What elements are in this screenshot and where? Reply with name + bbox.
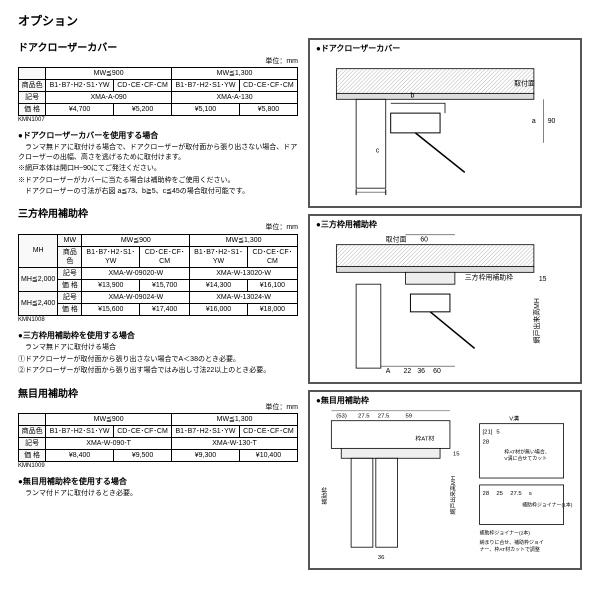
page-title: オプション [18, 14, 582, 30]
note-1-0: ランマ無ドアに取付ける場合 [18, 343, 298, 352]
section-title-1: 三方枠用補助枠 [18, 208, 298, 221]
bullet-0: ●ドアクローザーカバーを使用する場合 [18, 131, 298, 141]
svg-text:三方枠用補助枠: 三方枠用補助枠 [465, 272, 513, 281]
svg-text:25: 25 [496, 490, 503, 496]
fig-label-2: ●無目用補助枠 [316, 396, 369, 406]
code-0: KMN1007 [18, 117, 298, 125]
svg-text:27.5: 27.5 [378, 413, 390, 419]
svg-text:a: a [532, 118, 536, 125]
right-column: ●ドアクローザーカバー 取付面 90 a b c ●三方枠用補助枠 取付面 60… [308, 38, 582, 576]
svg-text:b: b [410, 92, 414, 99]
section-three-frame: 三方枠用補助枠 単位：mm MHMWMW≦900MW≦1,300 商品色B1･B… [18, 208, 298, 375]
svg-text:5: 5 [529, 490, 532, 496]
svg-text:c: c [376, 147, 380, 154]
table-door-closer: MW≦900MW≦1,300 商品色B1･B7･H2･S1･YWCD･CE･CF… [18, 67, 298, 116]
svg-text:ナー、枠AT材カットで調整: ナー、枠AT材カットで調整 [480, 546, 540, 553]
svg-text:(53): (53) [336, 413, 347, 419]
svg-text:V溝: V溝 [509, 414, 519, 422]
bullet-1: ●三方枠用補助枠を使用する場合 [18, 331, 298, 341]
svg-text:補助枠ジョイナー(2本): 補助枠ジョイナー(2本) [480, 529, 531, 536]
svg-text:15: 15 [539, 276, 547, 283]
note-2-0: ランマ付ドアに取付けるとき必要。 [18, 489, 298, 498]
figure-three-frame: ●三方枠用補助枠 取付面 60 三方枠用補助枠 15 網戸出来高MH 22 36… [308, 214, 582, 384]
svg-text:網戸出来高MH: 網戸出来高MH [449, 475, 457, 514]
svg-text:36: 36 [417, 368, 425, 375]
note-0-1: ※網戸本体は開口H−90にてご発注ください。 [18, 164, 298, 173]
figure-door-closer: ●ドアクローザーカバー 取付面 90 a b c [308, 38, 582, 208]
svg-text:[21]: [21] [483, 429, 493, 435]
svg-text:取付面: 取付面 [514, 78, 535, 87]
svg-text:27.5: 27.5 [510, 490, 522, 496]
note-0-0: ランマ無ドアに取付ける場合で、ドアクローザーが取付面から張り出さない場合、ドアク… [18, 143, 298, 162]
svg-text:枠AT材: 枠AT材 [415, 434, 434, 442]
svg-text:22: 22 [404, 368, 412, 375]
table-mume: MW≦900MW≦1,300 商品色B1･B7･H2･S1･YWCD･CE･CF… [18, 413, 298, 462]
unit-1: 単位：mm [18, 223, 298, 232]
note-1-2: ②ドアクローザーが取付面から張り出す場合ではみ出し寸法22以上のとき必要。 [18, 366, 298, 375]
svg-text:59: 59 [405, 413, 412, 419]
svg-text:28: 28 [483, 439, 490, 445]
svg-text:5: 5 [496, 429, 500, 435]
svg-text:90: 90 [548, 118, 556, 125]
svg-text:60: 60 [433, 368, 441, 375]
fig-label-0: ●ドアクローザーカバー [316, 44, 400, 54]
svg-text:28: 28 [483, 490, 490, 496]
left-column: ドアクローザーカバー 単位：mm MW≦900MW≦1,300 商品色B1･B7… [18, 38, 298, 576]
fig-label-1: ●三方枠用補助枠 [316, 220, 377, 230]
svg-text:納まりに合せ、補助枠ジョイ: 納まりに合せ、補助枠ジョイ [480, 539, 544, 546]
note-0-2: ※ドアクローザーがカバーに当たる場合は補助枠をご使用ください。 [18, 176, 298, 185]
svg-text:補助枠: 補助枠 [320, 486, 328, 504]
section-door-closer: ドアクローザーカバー 単位：mm MW≦900MW≦1,300 商品色B1･B7… [18, 42, 298, 197]
svg-text:15: 15 [453, 451, 460, 457]
bullet-2: ●無目用補助枠を使用する場合 [18, 477, 298, 487]
note-1-1: ①ドアクローザーが取付面から張り出さない場合でA＜38のとき必要。 [18, 355, 298, 364]
svg-text:V溝に合せてカット: V溝に合せてカット [504, 455, 547, 462]
svg-text:網戸出来高MH: 網戸出来高MH [532, 298, 541, 343]
svg-text:60: 60 [420, 236, 428, 243]
section-title-2: 無目用補助枠 [18, 388, 298, 401]
svg-text:A: A [386, 368, 391, 375]
table-three-frame: MHMWMW≦900MW≦1,300 商品色B1･B7･H2･S1･YWCD･C… [18, 234, 298, 317]
unit-0: 単位：mm [18, 57, 298, 66]
svg-text:36: 36 [378, 555, 385, 561]
unit-2: 単位：mm [18, 403, 298, 412]
section-title-0: ドアクローザーカバー [18, 42, 298, 55]
section-mume: 無目用補助枠 単位：mm MW≦900MW≦1,300 商品色B1･B7･H2･… [18, 388, 298, 499]
svg-text:枠AT材が無い場合、: 枠AT材が無い場合、 [504, 448, 549, 455]
note-0-3: ドアクローザーの寸法が右図 a≦73、b≧5、c≦45の場合取付可能です。 [18, 187, 298, 196]
code-1: KMN1008 [18, 317, 298, 325]
svg-text:取付面: 取付面 [386, 234, 407, 243]
figure-mume: ●無目用補助枠 (53) 27.5 27.5 59 枠AT材 15 補助枠 36… [308, 390, 582, 570]
svg-text:補助枠ジョイナー(1本): 補助枠ジョイナー(1本) [522, 501, 573, 508]
code-2: KMN1009 [18, 463, 298, 471]
svg-text:27.5: 27.5 [358, 413, 370, 419]
